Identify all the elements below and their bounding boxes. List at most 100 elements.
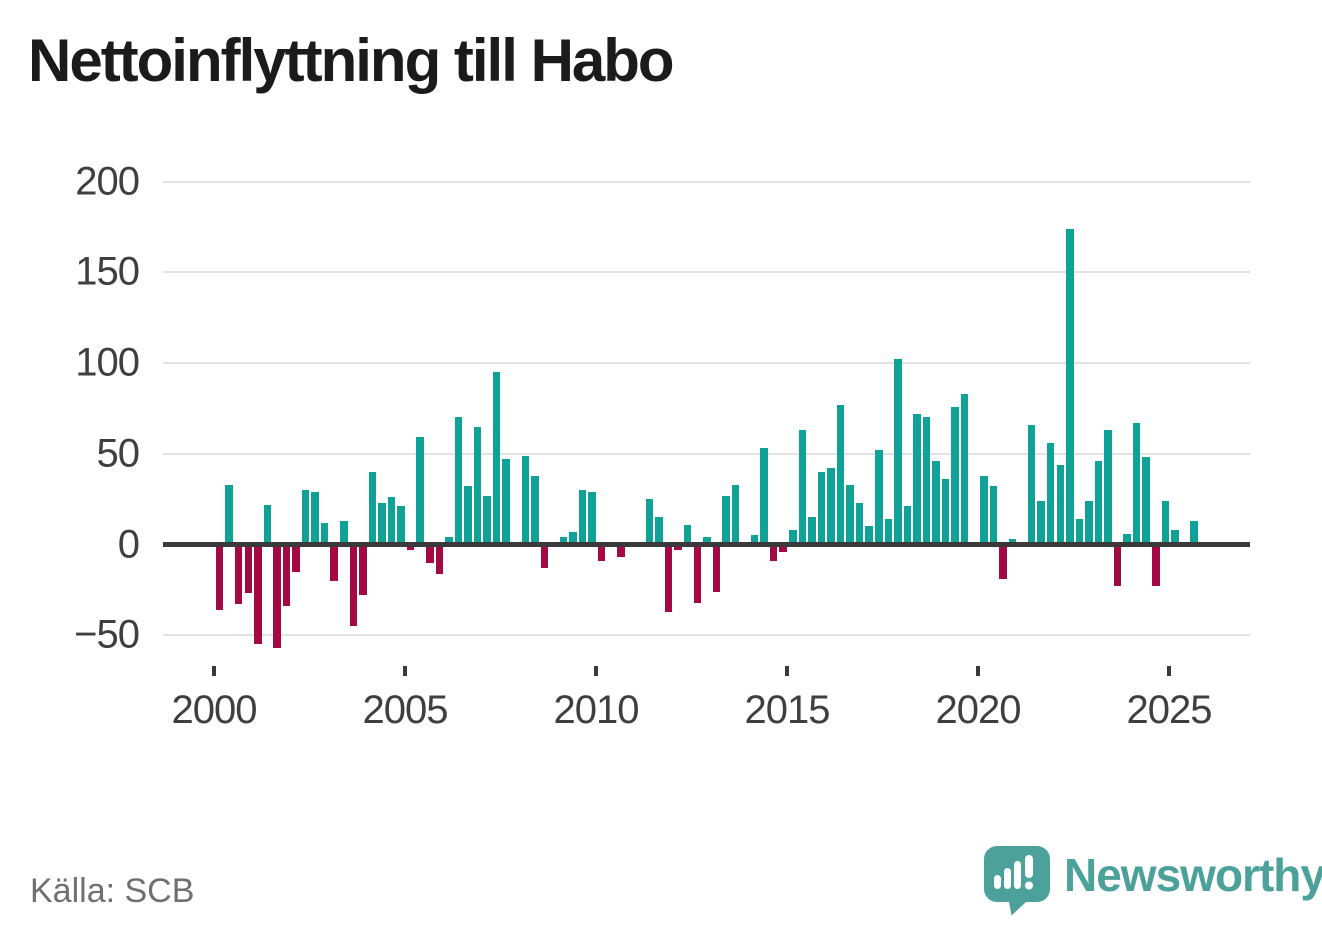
- gridline: [163, 180, 1250, 183]
- bar-positive: [865, 526, 873, 545]
- x-axis-tick: [976, 666, 980, 676]
- bar-positive: [789, 529, 797, 545]
- bar-positive: [817, 471, 826, 545]
- bar-negative: [1152, 544, 1160, 587]
- bar-negative: [674, 544, 682, 550]
- bar-positive: [559, 537, 568, 545]
- bar-positive: [922, 417, 931, 545]
- bar-positive: [1171, 529, 1179, 545]
- newsworthy-brand: Newsworthy: [984, 846, 1322, 916]
- x-axis-tick-label: 2005: [362, 688, 449, 732]
- bar-negative: [292, 544, 300, 572]
- bar-negative: [1113, 544, 1122, 587]
- bar-negative: [349, 544, 358, 627]
- bar-positive: [1027, 424, 1036, 545]
- y-axis-tick-label: 200: [75, 159, 140, 204]
- bar-negative: [254, 544, 262, 645]
- bar-positive: [340, 520, 348, 545]
- bar-negative: [406, 544, 415, 550]
- bar-positive: [808, 517, 816, 545]
- bar-positive: [798, 430, 807, 545]
- x-axis-tick-label: 2010: [553, 688, 640, 732]
- bar-positive: [1132, 422, 1141, 545]
- bar-positive: [846, 484, 854, 545]
- x-axis-tick-label: 2000: [171, 688, 258, 732]
- bar-positive: [941, 479, 950, 545]
- gridline: [163, 634, 1250, 637]
- bar-positive: [855, 502, 864, 545]
- bar-positive: [387, 497, 396, 545]
- bar-positive: [1037, 500, 1045, 545]
- bar-positive: [502, 459, 510, 545]
- bar-positive: [445, 537, 453, 545]
- bar-positive: [1161, 500, 1170, 545]
- bar-negative: [282, 544, 291, 607]
- bar-positive: [875, 450, 883, 545]
- y-axis-tick-label: 0: [117, 522, 140, 566]
- x-axis-line: [163, 542, 1250, 547]
- x-axis-tick-label: 2015: [744, 688, 831, 732]
- x-axis-tick: [403, 666, 407, 676]
- bar-negative: [234, 544, 243, 605]
- bar-negative: [712, 544, 721, 592]
- bar-positive: [311, 491, 319, 545]
- bar-positive: [521, 455, 530, 545]
- bar-positive: [894, 359, 902, 545]
- bar-positive: [454, 417, 463, 545]
- bar-positive: [578, 490, 587, 545]
- bar-positive: [473, 426, 482, 545]
- newsworthy-logo-icon: [984, 846, 1050, 916]
- bar-positive: [932, 461, 940, 545]
- y-axis-tick-label: 150: [75, 249, 140, 294]
- bar-positive: [884, 519, 893, 545]
- bar-positive: [903, 506, 912, 545]
- bar-negative: [426, 544, 434, 563]
- y-axis-tick-label: −50: [74, 612, 140, 657]
- bar-positive: [1123, 533, 1131, 545]
- x-axis-tick-label: 2020: [935, 688, 1022, 732]
- bar-positive: [989, 486, 998, 545]
- bar-positive: [588, 491, 596, 545]
- bar-negative: [779, 544, 787, 552]
- bar-positive: [464, 486, 472, 545]
- bar-positive: [760, 448, 768, 545]
- brand-name: Newsworthy: [1064, 849, 1322, 901]
- bar-positive: [1066, 228, 1074, 545]
- bar-positive: [722, 495, 730, 545]
- bar-positive: [483, 495, 491, 545]
- bar-positive: [397, 506, 405, 545]
- bar-negative: [273, 544, 281, 648]
- bar-negative: [664, 544, 673, 612]
- bar-positive: [1085, 500, 1093, 545]
- page-title: Nettoinflyttning till Habo: [28, 27, 675, 94]
- x-axis-tick: [212, 666, 216, 676]
- bar-positive: [1008, 539, 1017, 545]
- bar-positive: [378, 502, 386, 545]
- bar-positive: [731, 484, 740, 545]
- bar-positive: [225, 484, 233, 545]
- bar-negative: [540, 544, 549, 569]
- gridline: [163, 452, 1250, 455]
- bar-negative: [597, 544, 606, 561]
- x-axis-tick-label: 2025: [1126, 688, 1213, 732]
- bar-positive: [1046, 442, 1055, 545]
- bar-positive: [416, 437, 424, 545]
- bar-positive: [1190, 520, 1198, 545]
- bar-negative: [693, 544, 701, 603]
- bar-positive: [301, 490, 310, 545]
- bar-negative: [769, 544, 778, 561]
- bar-negative: [359, 544, 367, 596]
- bar-negative: [215, 544, 224, 610]
- bar-positive: [531, 475, 539, 545]
- x-axis-tick: [594, 666, 598, 676]
- gridline: [163, 271, 1250, 274]
- bar-positive: [683, 524, 692, 545]
- x-axis-tick: [785, 666, 789, 676]
- bar-positive: [645, 499, 654, 545]
- bar-positive: [951, 406, 959, 545]
- bar-negative: [617, 544, 625, 558]
- bar-positive: [1056, 464, 1064, 545]
- gridline: [163, 362, 1250, 365]
- bar-positive: [368, 471, 377, 545]
